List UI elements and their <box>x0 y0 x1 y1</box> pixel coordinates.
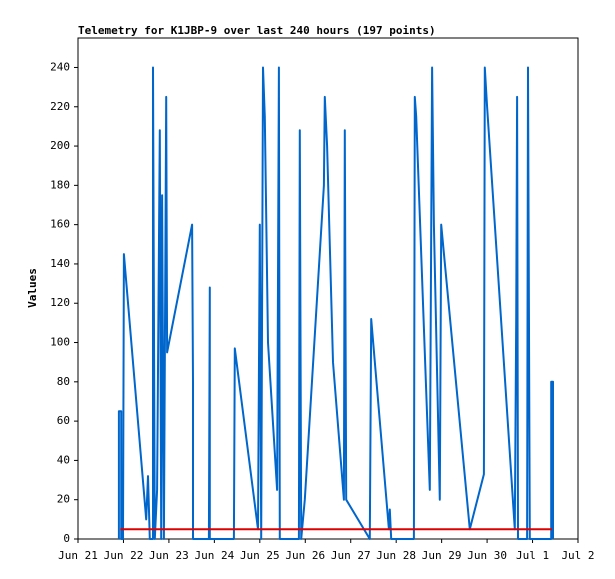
y-tick-label: 0 <box>63 532 70 545</box>
plot-frame <box>77 37 579 540</box>
x-tick-label: Jun 28 <box>376 549 416 562</box>
y-tick-label: 180 <box>50 178 70 191</box>
x-tick-label: Jun 30 <box>467 549 507 562</box>
y-tick-label: 140 <box>50 257 70 270</box>
x-tick-label: Jun 22 <box>104 549 144 562</box>
y-tick-label: 200 <box>50 139 70 152</box>
x-tick-label: Jun 23 <box>149 549 189 562</box>
y-tick-label: 240 <box>50 60 70 73</box>
x-tick-label: Jul 1 <box>516 549 549 562</box>
y-tick-label: 120 <box>50 296 70 309</box>
y-tick-label: 60 <box>57 414 70 427</box>
x-tick-label: Jun 29 <box>422 549 462 562</box>
y-tick-label: 80 <box>57 375 70 388</box>
chart-title: Telemetry for K1JBP-9 over last 240 hour… <box>78 24 436 37</box>
y-tick-label: 100 <box>50 336 70 349</box>
x-tick-label: Jul 2 <box>561 549 594 562</box>
y-tick-label: 220 <box>50 100 70 113</box>
y-tick-label: 40 <box>57 453 70 466</box>
y-axis-label: Values <box>26 268 39 308</box>
x-tick-label: Jun 27 <box>331 549 371 562</box>
x-tick-label: Jun 24 <box>194 549 234 562</box>
series-line <box>117 66 554 540</box>
x-tick-label: Jun 21 <box>58 549 98 562</box>
y-tick-label: 160 <box>50 218 70 231</box>
x-tick-label: Jun 25 <box>240 549 280 562</box>
x-tick-label: Jun 26 <box>285 549 325 562</box>
y-tick-label: 20 <box>57 493 70 506</box>
